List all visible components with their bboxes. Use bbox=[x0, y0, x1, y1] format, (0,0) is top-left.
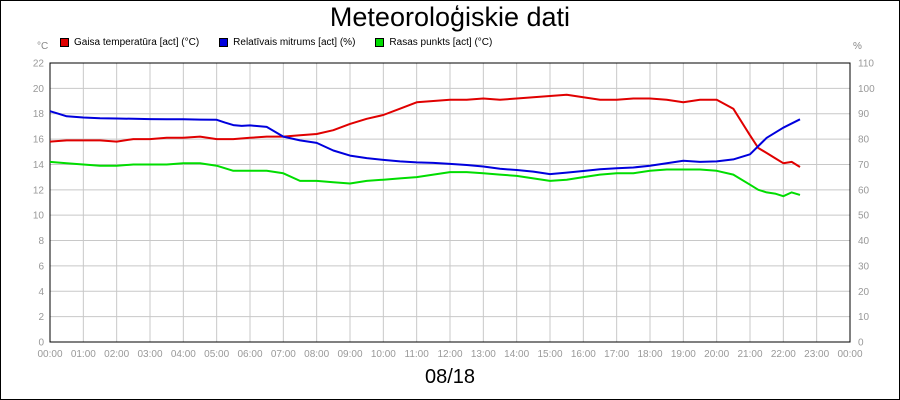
x-tick-label: 01:00 bbox=[71, 349, 96, 360]
x-tick-label: 03:00 bbox=[137, 349, 162, 360]
right-tick-label: 20 bbox=[858, 287, 870, 298]
x-tick-label: 20:00 bbox=[704, 349, 729, 360]
x-tick-label: 06:00 bbox=[237, 349, 262, 360]
left-tick-label: 20 bbox=[33, 84, 45, 95]
legend-item-dewpoint: Rasas punkts [act] (°C) bbox=[375, 37, 492, 48]
x-tick-label: 08:00 bbox=[304, 349, 329, 360]
legend-label-temperature: Gaisa temperatūra [act] (°C) bbox=[74, 37, 200, 48]
legend: Gaisa temperatūra [act] (°C) Relatīvais … bbox=[60, 37, 492, 48]
left-tick-label: 18 bbox=[33, 109, 45, 120]
right-tick-label: 50 bbox=[858, 211, 870, 222]
legend-swatch-temperature bbox=[60, 38, 69, 47]
left-tick-label: 12 bbox=[33, 185, 45, 196]
x-tick-label: 16:00 bbox=[571, 349, 596, 360]
right-tick-label: 40 bbox=[858, 236, 870, 247]
left-tick-label: 4 bbox=[38, 287, 44, 298]
left-axis-unit: °C bbox=[37, 41, 49, 52]
left-tick-label: 8 bbox=[38, 236, 44, 247]
x-tick-label: 00:00 bbox=[37, 349, 62, 360]
x-tick-label: 02:00 bbox=[104, 349, 129, 360]
right-tick-label: 80 bbox=[858, 135, 870, 146]
x-tick-label: 00:00 bbox=[837, 349, 862, 360]
right-tick-label: 90 bbox=[858, 109, 870, 120]
right-tick-label: 10 bbox=[858, 312, 870, 323]
x-tick-label: 11:00 bbox=[405, 349, 430, 360]
left-tick-label: 10 bbox=[33, 211, 45, 222]
x-tick-label: 23:00 bbox=[804, 349, 829, 360]
x-tick-label: 10:00 bbox=[371, 349, 396, 360]
right-axis-unit: % bbox=[853, 41, 862, 52]
right-tick-label: 100 bbox=[858, 84, 875, 95]
x-tick-label: 17:00 bbox=[604, 349, 629, 360]
x-tick-label: 05:00 bbox=[204, 349, 229, 360]
x-tick-label: 19:00 bbox=[671, 349, 696, 360]
left-tick-label: 22 bbox=[33, 59, 45, 70]
x-tick-label: 13:00 bbox=[471, 349, 496, 360]
legend-swatch-humidity bbox=[219, 38, 229, 47]
x-tick-label: 09:00 bbox=[337, 349, 362, 360]
left-tick-label: 14 bbox=[33, 160, 45, 171]
legend-label-humidity: Relatīvais mitrums [act] (%) bbox=[233, 37, 356, 48]
left-tick-label: 0 bbox=[38, 338, 44, 349]
x-tick-label: 15:00 bbox=[537, 349, 562, 360]
legend-label-dewpoint: Rasas punkts [act] (°C) bbox=[389, 37, 493, 48]
left-tick-label: 2 bbox=[38, 312, 44, 323]
legend-item-temperature: Gaisa temperatūra [act] (°C) bbox=[60, 37, 199, 48]
humidity-line bbox=[49, 110, 801, 176]
dewpoint-line bbox=[49, 160, 801, 198]
right-tick-label: 0 bbox=[858, 338, 864, 349]
left-tick-label: 16 bbox=[33, 135, 45, 146]
x-tick-label: 14:00 bbox=[504, 349, 529, 360]
x-tick-label: 12:00 bbox=[437, 349, 462, 360]
legend-item-humidity: Relatīvais mitrums [act] (%) bbox=[219, 37, 355, 48]
x-tick-label: 04:00 bbox=[171, 349, 196, 360]
chart-title: Meteoroloģiskie dati bbox=[329, 2, 571, 32]
legend-swatch-dewpoint bbox=[375, 38, 385, 47]
right-tick-label: 30 bbox=[858, 261, 870, 272]
x-tick-label: 21:00 bbox=[737, 349, 762, 360]
plot-area-border bbox=[49, 62, 851, 343]
right-tick-label: 60 bbox=[858, 185, 870, 196]
right-tick-label: 70 bbox=[858, 160, 870, 171]
x-tick-label: 07:00 bbox=[271, 349, 296, 360]
chart-date: 08/18 bbox=[424, 366, 476, 388]
right-tick-label: 110 bbox=[858, 59, 874, 70]
left-tick-label: 6 bbox=[38, 261, 44, 272]
x-tick-label: 22:00 bbox=[771, 349, 796, 360]
temperature-line bbox=[49, 93, 801, 168]
x-tick-label: 18:00 bbox=[637, 349, 662, 360]
